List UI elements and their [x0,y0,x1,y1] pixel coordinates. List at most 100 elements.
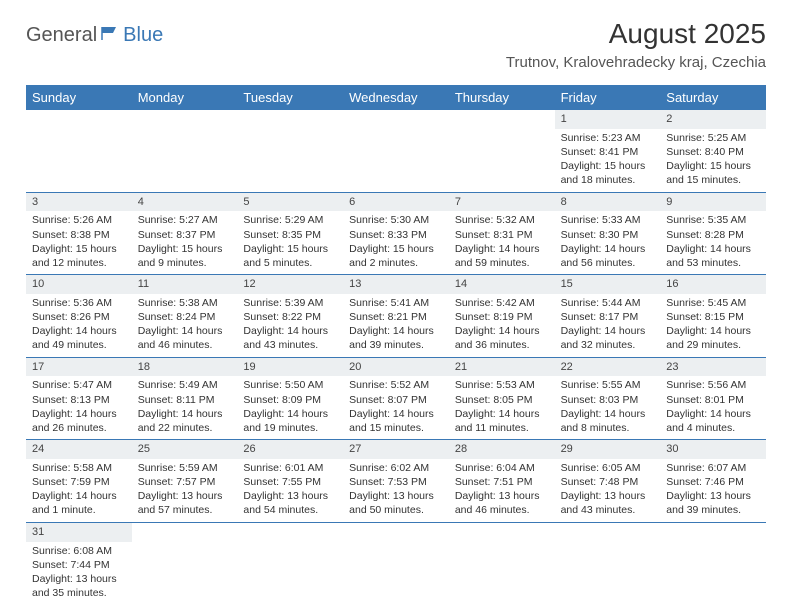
day-header-cell: Monday [132,85,238,110]
daylight-text: Daylight: 13 hours [455,489,549,503]
day-number: 15 [555,275,661,294]
logo-text-blue: Blue [123,24,163,47]
daylight-text-2: and 19 minutes. [243,421,337,435]
day-body: Sunrise: 5:30 AMSunset: 8:33 PMDaylight:… [343,211,449,274]
daylight-text: Daylight: 15 hours [561,159,655,173]
day-number: 12 [237,275,343,294]
sunrise-text: Sunrise: 6:05 AM [561,461,655,475]
daylight-text-2: and 54 minutes. [243,503,337,517]
empty-cell [237,523,343,605]
sunrise-text: Sunrise: 6:07 AM [666,461,760,475]
day-cell: 2Sunrise: 5:25 AMSunset: 8:40 PMDaylight… [660,110,766,192]
day-cell: 29Sunrise: 6:05 AMSunset: 7:48 PMDayligh… [555,440,661,522]
logo-text-general: General [26,24,97,47]
sunset-text: Sunset: 8:30 PM [561,228,655,242]
day-cell: 22Sunrise: 5:55 AMSunset: 8:03 PMDayligh… [555,358,661,440]
sunset-text: Sunset: 8:38 PM [32,228,126,242]
sunset-text: Sunset: 8:37 PM [138,228,232,242]
empty-cell [237,110,343,192]
daylight-text: Daylight: 13 hours [32,572,126,586]
day-number: 21 [449,358,555,377]
sunrise-text: Sunrise: 5:26 AM [32,213,126,227]
daylight-text: Daylight: 14 hours [455,324,549,338]
day-body: Sunrise: 5:44 AMSunset: 8:17 PMDaylight:… [555,294,661,357]
daylight-text-2: and 9 minutes. [138,256,232,270]
sunrise-text: Sunrise: 5:33 AM [561,213,655,227]
sunset-text: Sunset: 7:44 PM [32,558,126,572]
day-number: 29 [555,440,661,459]
week-row: 1Sunrise: 5:23 AMSunset: 8:41 PMDaylight… [26,110,766,193]
day-cell: 4Sunrise: 5:27 AMSunset: 8:37 PMDaylight… [132,193,238,275]
daylight-text: Daylight: 15 hours [666,159,760,173]
daylight-text-2: and 2 minutes. [349,256,443,270]
sunrise-text: Sunrise: 5:35 AM [666,213,760,227]
day-body: Sunrise: 5:45 AMSunset: 8:15 PMDaylight:… [660,294,766,357]
week-row: 10Sunrise: 5:36 AMSunset: 8:26 PMDayligh… [26,275,766,358]
empty-cell [449,523,555,605]
day-number: 16 [660,275,766,294]
sunset-text: Sunset: 7:53 PM [349,475,443,489]
day-body: Sunrise: 5:39 AMSunset: 8:22 PMDaylight:… [237,294,343,357]
day-cell: 27Sunrise: 6:02 AMSunset: 7:53 PMDayligh… [343,440,449,522]
day-cell: 7Sunrise: 5:32 AMSunset: 8:31 PMDaylight… [449,193,555,275]
sunset-text: Sunset: 7:51 PM [455,475,549,489]
daylight-text-2: and 39 minutes. [666,503,760,517]
day-body: Sunrise: 5:29 AMSunset: 8:35 PMDaylight:… [237,211,343,274]
daylight-text-2: and 5 minutes. [243,256,337,270]
sunrise-text: Sunrise: 5:47 AM [32,378,126,392]
empty-cell [555,523,661,605]
empty-cell [26,110,132,192]
day-body: Sunrise: 5:55 AMSunset: 8:03 PMDaylight:… [555,376,661,439]
sunrise-text: Sunrise: 5:30 AM [349,213,443,227]
day-number: 4 [132,193,238,212]
day-cell: 13Sunrise: 5:41 AMSunset: 8:21 PMDayligh… [343,275,449,357]
daylight-text: Daylight: 13 hours [561,489,655,503]
day-number: 3 [26,193,132,212]
day-body: Sunrise: 5:25 AMSunset: 8:40 PMDaylight:… [660,129,766,192]
sunset-text: Sunset: 8:17 PM [561,310,655,324]
sunrise-text: Sunrise: 5:23 AM [561,131,655,145]
daylight-text: Daylight: 14 hours [138,407,232,421]
daylight-text: Daylight: 13 hours [349,489,443,503]
day-cell: 17Sunrise: 5:47 AMSunset: 8:13 PMDayligh… [26,358,132,440]
daylight-text: Daylight: 14 hours [455,242,549,256]
daylight-text-2: and 43 minutes. [243,338,337,352]
sunrise-text: Sunrise: 5:41 AM [349,296,443,310]
day-number: 30 [660,440,766,459]
daylight-text-2: and 32 minutes. [561,338,655,352]
day-number: 22 [555,358,661,377]
sunrise-text: Sunrise: 5:52 AM [349,378,443,392]
daylight-text: Daylight: 14 hours [666,407,760,421]
day-header-cell: Thursday [449,85,555,110]
sunrise-text: Sunrise: 5:45 AM [666,296,760,310]
day-body: Sunrise: 6:02 AMSunset: 7:53 PMDaylight:… [343,459,449,522]
day-body: Sunrise: 5:23 AMSunset: 8:41 PMDaylight:… [555,129,661,192]
day-cell: 9Sunrise: 5:35 AMSunset: 8:28 PMDaylight… [660,193,766,275]
daylight-text-2: and 49 minutes. [32,338,126,352]
day-number: 8 [555,193,661,212]
day-body: Sunrise: 5:52 AMSunset: 8:07 PMDaylight:… [343,376,449,439]
sunset-text: Sunset: 8:33 PM [349,228,443,242]
day-cell: 21Sunrise: 5:53 AMSunset: 8:05 PMDayligh… [449,358,555,440]
sunrise-text: Sunrise: 5:44 AM [561,296,655,310]
daylight-text: Daylight: 14 hours [243,324,337,338]
sunset-text: Sunset: 8:41 PM [561,145,655,159]
day-cell: 18Sunrise: 5:49 AMSunset: 8:11 PMDayligh… [132,358,238,440]
day-cell: 20Sunrise: 5:52 AMSunset: 8:07 PMDayligh… [343,358,449,440]
daylight-text-2: and 56 minutes. [561,256,655,270]
day-number: 13 [343,275,449,294]
sunset-text: Sunset: 8:01 PM [666,393,760,407]
day-cell: 24Sunrise: 5:58 AMSunset: 7:59 PMDayligh… [26,440,132,522]
month-title: August 2025 [506,18,766,50]
sunrise-text: Sunrise: 5:42 AM [455,296,549,310]
daylight-text-2: and 59 minutes. [455,256,549,270]
sunset-text: Sunset: 8:24 PM [138,310,232,324]
day-number: 24 [26,440,132,459]
sunset-text: Sunset: 8:03 PM [561,393,655,407]
empty-cell [343,110,449,192]
daylight-text: Daylight: 15 hours [349,242,443,256]
empty-cell [660,523,766,605]
daylight-text: Daylight: 14 hours [561,407,655,421]
flag-icon [100,25,120,46]
day-header-cell: Wednesday [343,85,449,110]
